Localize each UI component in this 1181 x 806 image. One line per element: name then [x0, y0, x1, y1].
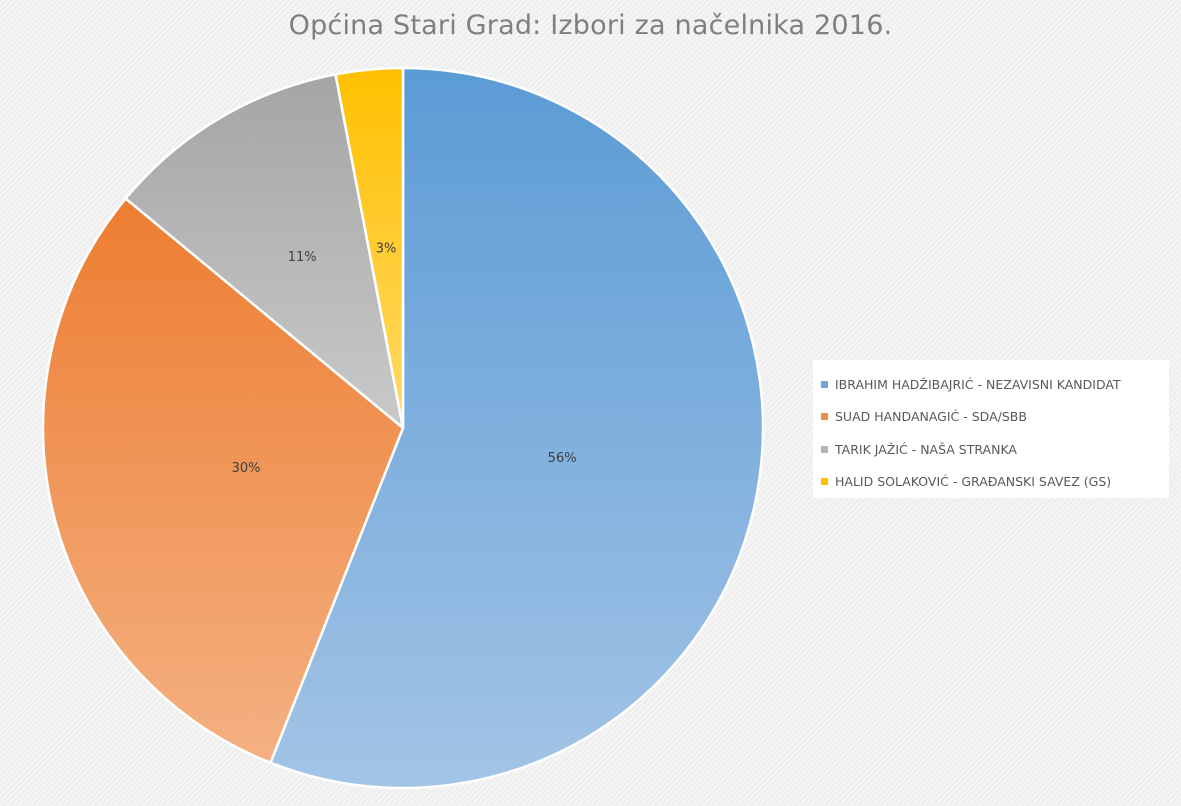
- pie-labels: 56% 30% 11% 3%: [232, 241, 577, 475]
- legend-label: IBRAHIM HADŽIBAJRIĆ - NEZAVISNI KANDIDAT: [835, 376, 1121, 392]
- pie-slices: [41, 66, 765, 790]
- data-label-suad-handanagic: 30%: [232, 461, 261, 476]
- chart-legend: IBRAHIM HADŽIBAJRIĆ - NEZAVISNI KANDIDAT…: [813, 360, 1169, 498]
- legend-label: HALID SOLAKOVIĆ - GRAĐANSKI SAVEZ (GS): [835, 474, 1112, 490]
- legend-item-ibrahim-hadzibajric: IBRAHIM HADŽIBAJRIĆ - NEZAVISNI KANDIDAT: [821, 368, 1169, 401]
- pie-slice-tarik-jazic: [124, 73, 405, 430]
- data-label-halid-solakovic: 3%: [376, 241, 397, 256]
- pie-slice-suad-handanagic: [41, 197, 405, 764]
- legend-swatch: [821, 445, 828, 453]
- legend-swatch: [821, 413, 828, 421]
- legend-item-suad-handanagic: SUAD HANDANAGIĆ - SDA/SBB: [821, 401, 1169, 434]
- data-label-tarik-jazic: 11%: [288, 250, 317, 265]
- pie-slice-ibrahim-hadzibajric: [269, 66, 765, 790]
- chart-title: Općina Stari Grad: Izbori za načelnika 2…: [288, 10, 893, 41]
- legend-swatch: [821, 478, 828, 486]
- data-label-ibrahim-hadzibajric: 56%: [548, 451, 577, 466]
- legend-label: SUAD HANDANAGIĆ - SDA/SBB: [835, 409, 1027, 425]
- legend-swatch: [821, 380, 828, 388]
- legend-label: TARIK JAŽIĆ - NAŠA STRANKA: [835, 441, 1017, 457]
- pie-slice-halid-solakovic: [334, 66, 405, 430]
- legend-item-tarik-jazic: TARIK JAŽIĆ - NAŠA STRANKA: [821, 433, 1169, 466]
- legend-item-halid-solakovic: HALID SOLAKOVIĆ - GRAĐANSKI SAVEZ (GS): [821, 466, 1169, 499]
